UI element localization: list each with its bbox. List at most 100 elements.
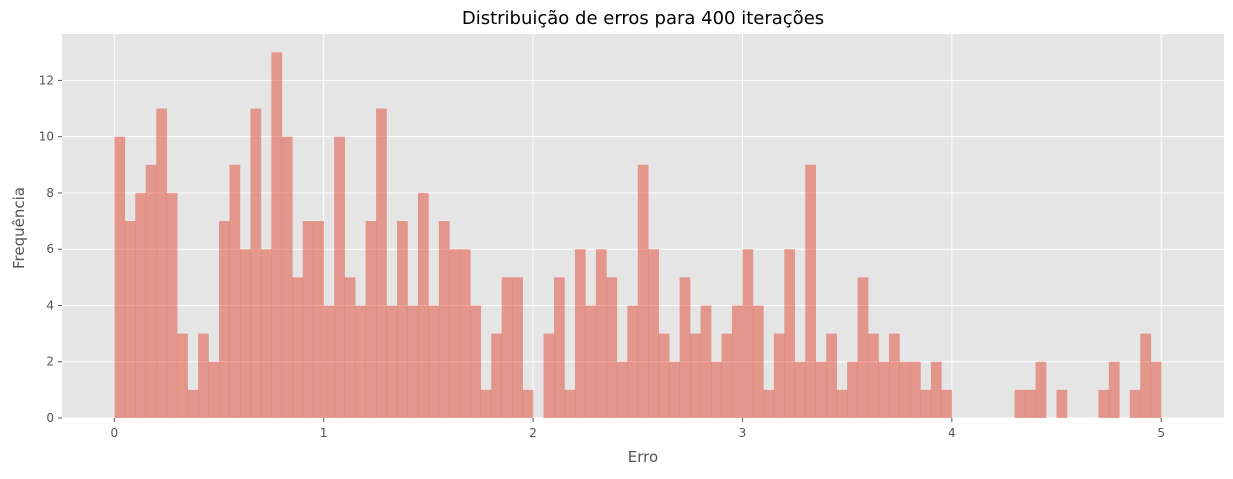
histogram-bar bbox=[407, 305, 419, 418]
histogram-bar bbox=[847, 361, 858, 418]
histogram-bar bbox=[700, 305, 712, 418]
histogram-bar bbox=[637, 164, 649, 418]
histogram-bar bbox=[773, 333, 785, 418]
x-tick-label: 0 bbox=[111, 426, 119, 440]
chart-title: Distribuição de erros para 400 iterações bbox=[462, 8, 824, 29]
histogram-bar bbox=[250, 108, 262, 419]
histogram-bar bbox=[669, 361, 680, 418]
histogram-bar bbox=[323, 305, 335, 418]
x-tick-label: 5 bbox=[1157, 426, 1165, 440]
histogram-bar bbox=[166, 192, 178, 418]
histogram-bar bbox=[805, 164, 817, 418]
histogram-bar bbox=[177, 333, 188, 418]
histogram-bar bbox=[595, 249, 607, 418]
histogram-bar bbox=[135, 192, 147, 418]
y-tick-label: 0 bbox=[46, 411, 54, 425]
histogram-bar bbox=[574, 249, 586, 418]
histogram-bar bbox=[920, 389, 932, 418]
histogram-bar bbox=[229, 164, 241, 418]
histogram-bar bbox=[794, 361, 806, 418]
histogram-bar bbox=[1056, 389, 1068, 418]
histogram-bar bbox=[376, 108, 387, 419]
histogram-bar bbox=[1140, 333, 1152, 418]
bars bbox=[114, 52, 1162, 419]
histogram-bar bbox=[554, 277, 565, 418]
histogram-bar bbox=[124, 221, 136, 418]
histogram-bar bbox=[438, 221, 450, 418]
histogram-bar bbox=[386, 305, 398, 418]
histogram-bar bbox=[616, 361, 628, 418]
histogram-bar bbox=[302, 221, 314, 418]
histogram-bar bbox=[187, 389, 199, 418]
x-axis-label: Erro bbox=[628, 448, 658, 466]
histogram-bar bbox=[930, 361, 942, 418]
histogram-bar bbox=[627, 305, 639, 418]
histogram-bar bbox=[711, 361, 722, 418]
histogram-bar bbox=[512, 277, 523, 418]
histogram-bar bbox=[889, 333, 900, 418]
histogram-bar bbox=[449, 249, 461, 418]
histogram-bar bbox=[1014, 389, 1026, 418]
histogram-bar bbox=[156, 108, 167, 419]
histogram-bar bbox=[899, 361, 911, 418]
histogram-bar bbox=[260, 249, 272, 418]
histogram-bar bbox=[281, 136, 293, 418]
histogram-bar bbox=[763, 389, 775, 418]
y-tick-label: 8 bbox=[46, 186, 54, 200]
histogram-bar bbox=[313, 221, 325, 418]
histogram-bar bbox=[491, 333, 502, 418]
histogram-bar bbox=[459, 249, 471, 418]
histogram-bar bbox=[826, 333, 837, 418]
histogram-bar bbox=[742, 249, 754, 418]
histogram-bar bbox=[1108, 361, 1120, 418]
y-tick-label: 10 bbox=[39, 130, 54, 144]
histogram-bar bbox=[501, 277, 513, 418]
y-tick-label: 12 bbox=[39, 73, 54, 87]
histogram-bar bbox=[344, 277, 356, 418]
histogram-bar bbox=[731, 305, 743, 418]
histogram-bar bbox=[564, 389, 576, 418]
histogram-bar bbox=[690, 333, 701, 418]
y-axis-label: Frequência bbox=[10, 187, 28, 269]
x-tick-label: 1 bbox=[320, 426, 328, 440]
histogram-bar bbox=[480, 389, 492, 418]
histogram-bar bbox=[606, 277, 618, 418]
histogram-bar bbox=[114, 136, 126, 418]
y-axis-ticks: 0 2 4 6 8 10 12 bbox=[39, 73, 62, 425]
histogram-bar bbox=[585, 305, 597, 418]
y-tick-label: 2 bbox=[46, 355, 54, 369]
histogram-bar bbox=[470, 305, 482, 418]
histogram-bar bbox=[658, 333, 670, 418]
histogram-bar bbox=[522, 389, 534, 418]
x-tick-label: 4 bbox=[948, 426, 956, 440]
histogram-bar bbox=[815, 361, 827, 418]
histogram-bar bbox=[365, 221, 377, 418]
histogram-bar bbox=[679, 277, 691, 418]
histogram-bar bbox=[417, 192, 429, 418]
histogram-bar bbox=[721, 333, 733, 418]
histogram-bar bbox=[648, 249, 660, 418]
histogram-bar bbox=[752, 305, 764, 418]
histogram-bar bbox=[428, 305, 440, 418]
histogram-bar bbox=[784, 249, 796, 418]
histogram-bar bbox=[1025, 389, 1036, 418]
histogram-bar bbox=[1129, 389, 1141, 418]
histogram-bar bbox=[1098, 389, 1110, 418]
histogram-bar bbox=[1150, 361, 1162, 418]
histogram-bar bbox=[292, 277, 304, 418]
histogram-bar bbox=[208, 361, 220, 418]
histogram-bar bbox=[836, 389, 848, 418]
histogram-bar bbox=[219, 221, 230, 418]
histogram-bar bbox=[145, 164, 157, 418]
histogram-bar bbox=[878, 361, 890, 418]
histogram-bar bbox=[271, 52, 283, 419]
histogram-bar bbox=[909, 361, 921, 418]
y-tick-label: 6 bbox=[46, 242, 54, 256]
histogram-bar bbox=[1035, 361, 1047, 418]
y-tick-label: 4 bbox=[46, 298, 54, 312]
histogram-bar bbox=[334, 136, 345, 418]
histogram-bar bbox=[868, 333, 879, 418]
histogram-bar bbox=[543, 333, 555, 418]
